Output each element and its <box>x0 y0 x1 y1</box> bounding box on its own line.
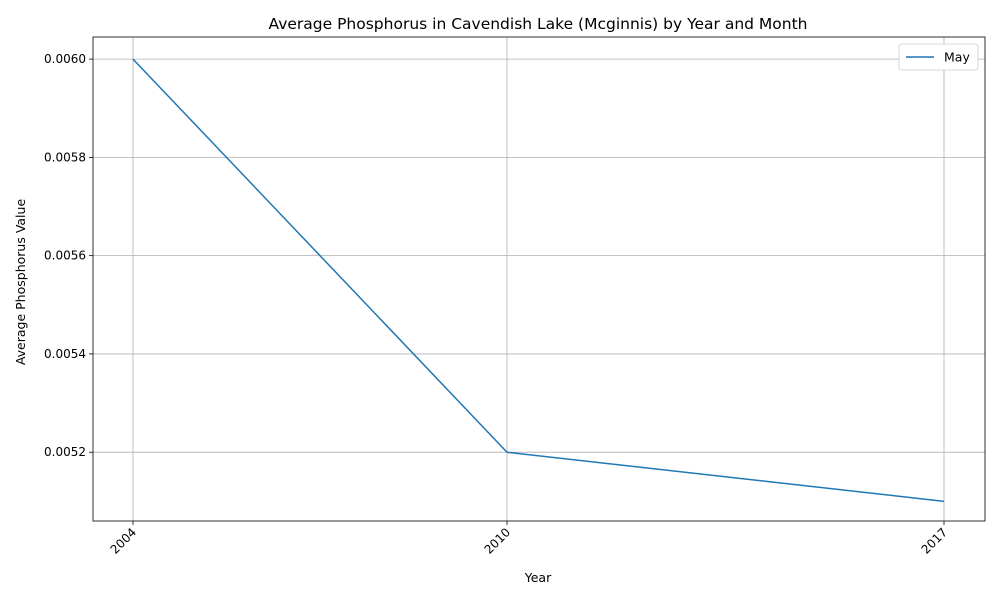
y-tick-label: 0.0060 <box>44 52 86 66</box>
legend-label: May <box>944 50 970 65</box>
series-layer <box>132 58 945 503</box>
plot-frame <box>92 36 986 522</box>
chart-title: Average Phosphorus in Cavendish Lake (Mc… <box>269 15 808 33</box>
series-line <box>132 58 945 503</box>
grid <box>93 37 985 521</box>
y-tick-label: 0.0058 <box>44 150 86 164</box>
legend: May <box>898 43 979 71</box>
y-tick-label: 0.0054 <box>44 347 86 361</box>
legend-box <box>898 43 979 71</box>
y-axis-ticks: 0.0052 0.0054 0.0056 0.0058 0.0060 <box>44 52 93 459</box>
y-axis-label: Average Phosphorus Value <box>13 199 28 366</box>
y-tick-label: 0.0052 <box>44 445 86 459</box>
x-axis-label: Year <box>524 570 552 585</box>
y-tick-label: 0.0056 <box>44 249 86 263</box>
